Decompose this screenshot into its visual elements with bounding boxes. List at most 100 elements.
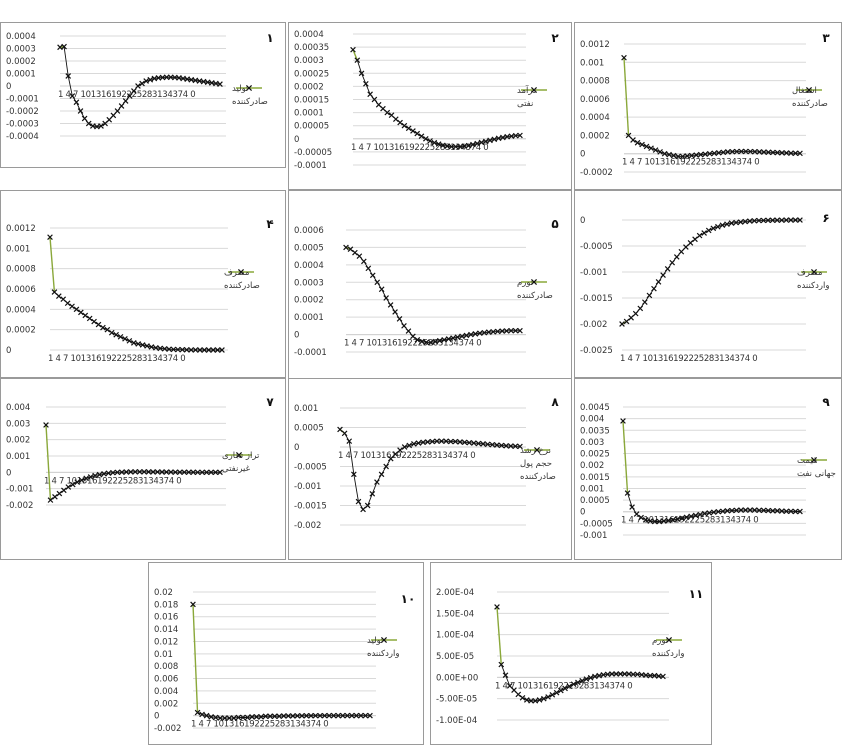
data-point [367, 712, 373, 719]
data-point [96, 471, 103, 478]
chart-panel-8: 0.001 0.0005 0 -0.0005 -0.001 -0.0015 -0.002 1 … [288, 378, 572, 560]
data-point [652, 147, 659, 153]
chart-panel-1: 0.0004 0.0003 0.0002 0.0001 0 -0.0001 -0.0002 -… [0, 22, 286, 168]
data-point [397, 447, 403, 453]
data-point [110, 469, 116, 476]
data-point [621, 671, 628, 677]
data-point [110, 112, 117, 119]
data-point [217, 715, 224, 721]
legend: مصرف واردکننده [797, 268, 829, 291]
panel-number: ۹ [822, 395, 830, 409]
data-point [419, 338, 425, 345]
data-point [374, 479, 380, 485]
legend-label: صادرکننده [520, 472, 556, 482]
data-point [356, 253, 363, 259]
data-point [181, 469, 188, 476]
data-point [448, 143, 455, 150]
data-point [687, 240, 694, 246]
data-point [235, 714, 242, 721]
data-point [498, 442, 505, 449]
legend-label: تولید [367, 636, 384, 646]
y-tick-label: -0.0005 [580, 519, 613, 529]
data-point [549, 692, 556, 698]
data-point [743, 148, 749, 155]
data-point [435, 141, 442, 147]
data-point [410, 128, 416, 134]
data-point [737, 219, 744, 225]
chart-panel-4: 0.0012 0.001 0.0008 0.0006 0.0004 0.0002 0 1 4 … [0, 190, 286, 378]
y-tick-label: 0.0006 [580, 95, 610, 105]
y-tick-label: 0.0001 [294, 313, 324, 323]
data-point [285, 713, 292, 719]
data-point [503, 328, 510, 334]
data-point [422, 135, 429, 142]
data-point [478, 139, 485, 146]
data-point [201, 347, 208, 353]
data-point [587, 674, 594, 681]
data-point [65, 484, 72, 490]
data-point [647, 672, 654, 679]
data-point [362, 712, 369, 719]
impact-segment [192, 604, 199, 713]
data-point [461, 439, 468, 446]
data-point [477, 330, 483, 337]
data-point [746, 218, 753, 224]
data-point [738, 507, 744, 513]
data-point [384, 109, 391, 116]
y-tick-label: 0.0004 [6, 305, 36, 315]
data-point [440, 142, 446, 149]
data-point [119, 469, 125, 475]
data-point [351, 471, 357, 478]
data-point [350, 46, 356, 53]
x-tick-labels: 1 4 7 101316192225283134374 0 [620, 354, 757, 364]
data-point [380, 105, 386, 112]
data-point [163, 469, 170, 475]
y-tick-label: 0.0001 [294, 109, 324, 119]
data-point [434, 438, 440, 444]
y-tick-label: -1.00E-04 [436, 716, 477, 726]
data-point [117, 333, 124, 340]
y-tick-label: 0.002 [580, 461, 604, 471]
data-point [457, 143, 463, 150]
data-point [344, 712, 351, 719]
data-point [675, 153, 681, 160]
data-point [131, 88, 137, 94]
data-point [646, 292, 653, 299]
y-tick-label: -0.0004 [6, 132, 39, 142]
data-point [481, 329, 488, 336]
data-point [450, 335, 456, 341]
data-point [468, 331, 474, 338]
data-point [670, 152, 677, 159]
data-point [797, 217, 803, 223]
data-point [339, 712, 346, 719]
data-point [632, 310, 639, 317]
chart-panel-3: 0.0012 0.001 0.0008 0.0006 0.0004 0.0002 0 -0.0… [574, 22, 842, 190]
y-tick-label: 0.0001 [6, 70, 36, 80]
y-tick-label: 0.018 [154, 600, 178, 610]
y-tick-label: 0.0045 [580, 403, 610, 413]
data-point [670, 517, 676, 523]
data-point [769, 507, 776, 514]
data-point [411, 441, 417, 447]
data-point [153, 344, 159, 351]
y-tick-label: 0.0004 [6, 32, 36, 42]
legend-label: نفتی [517, 99, 533, 109]
chart-panel-10: 0.02 0.018 0.016 0.014 0.012 0.01 0.008 0.006 0.… [148, 562, 424, 745]
y-tick-label: -0.002 [154, 724, 181, 734]
data-point [423, 339, 430, 346]
data-point [130, 340, 137, 346]
data-point [720, 508, 726, 515]
panel-number: ۱۰ [401, 592, 416, 606]
data-point [639, 141, 645, 148]
y-tick-label: 0.0002 [580, 131, 610, 141]
legend-label: واردکننده [367, 649, 399, 659]
y-tick-label: 0 [294, 331, 299, 341]
data-point [665, 517, 672, 524]
data-point [219, 347, 225, 353]
data-point [427, 339, 434, 346]
data-point [135, 341, 142, 347]
data-point [494, 328, 501, 335]
legend: تورم واردکننده [652, 636, 684, 659]
data-point [360, 506, 366, 513]
y-tick-label: 0 [294, 443, 299, 453]
